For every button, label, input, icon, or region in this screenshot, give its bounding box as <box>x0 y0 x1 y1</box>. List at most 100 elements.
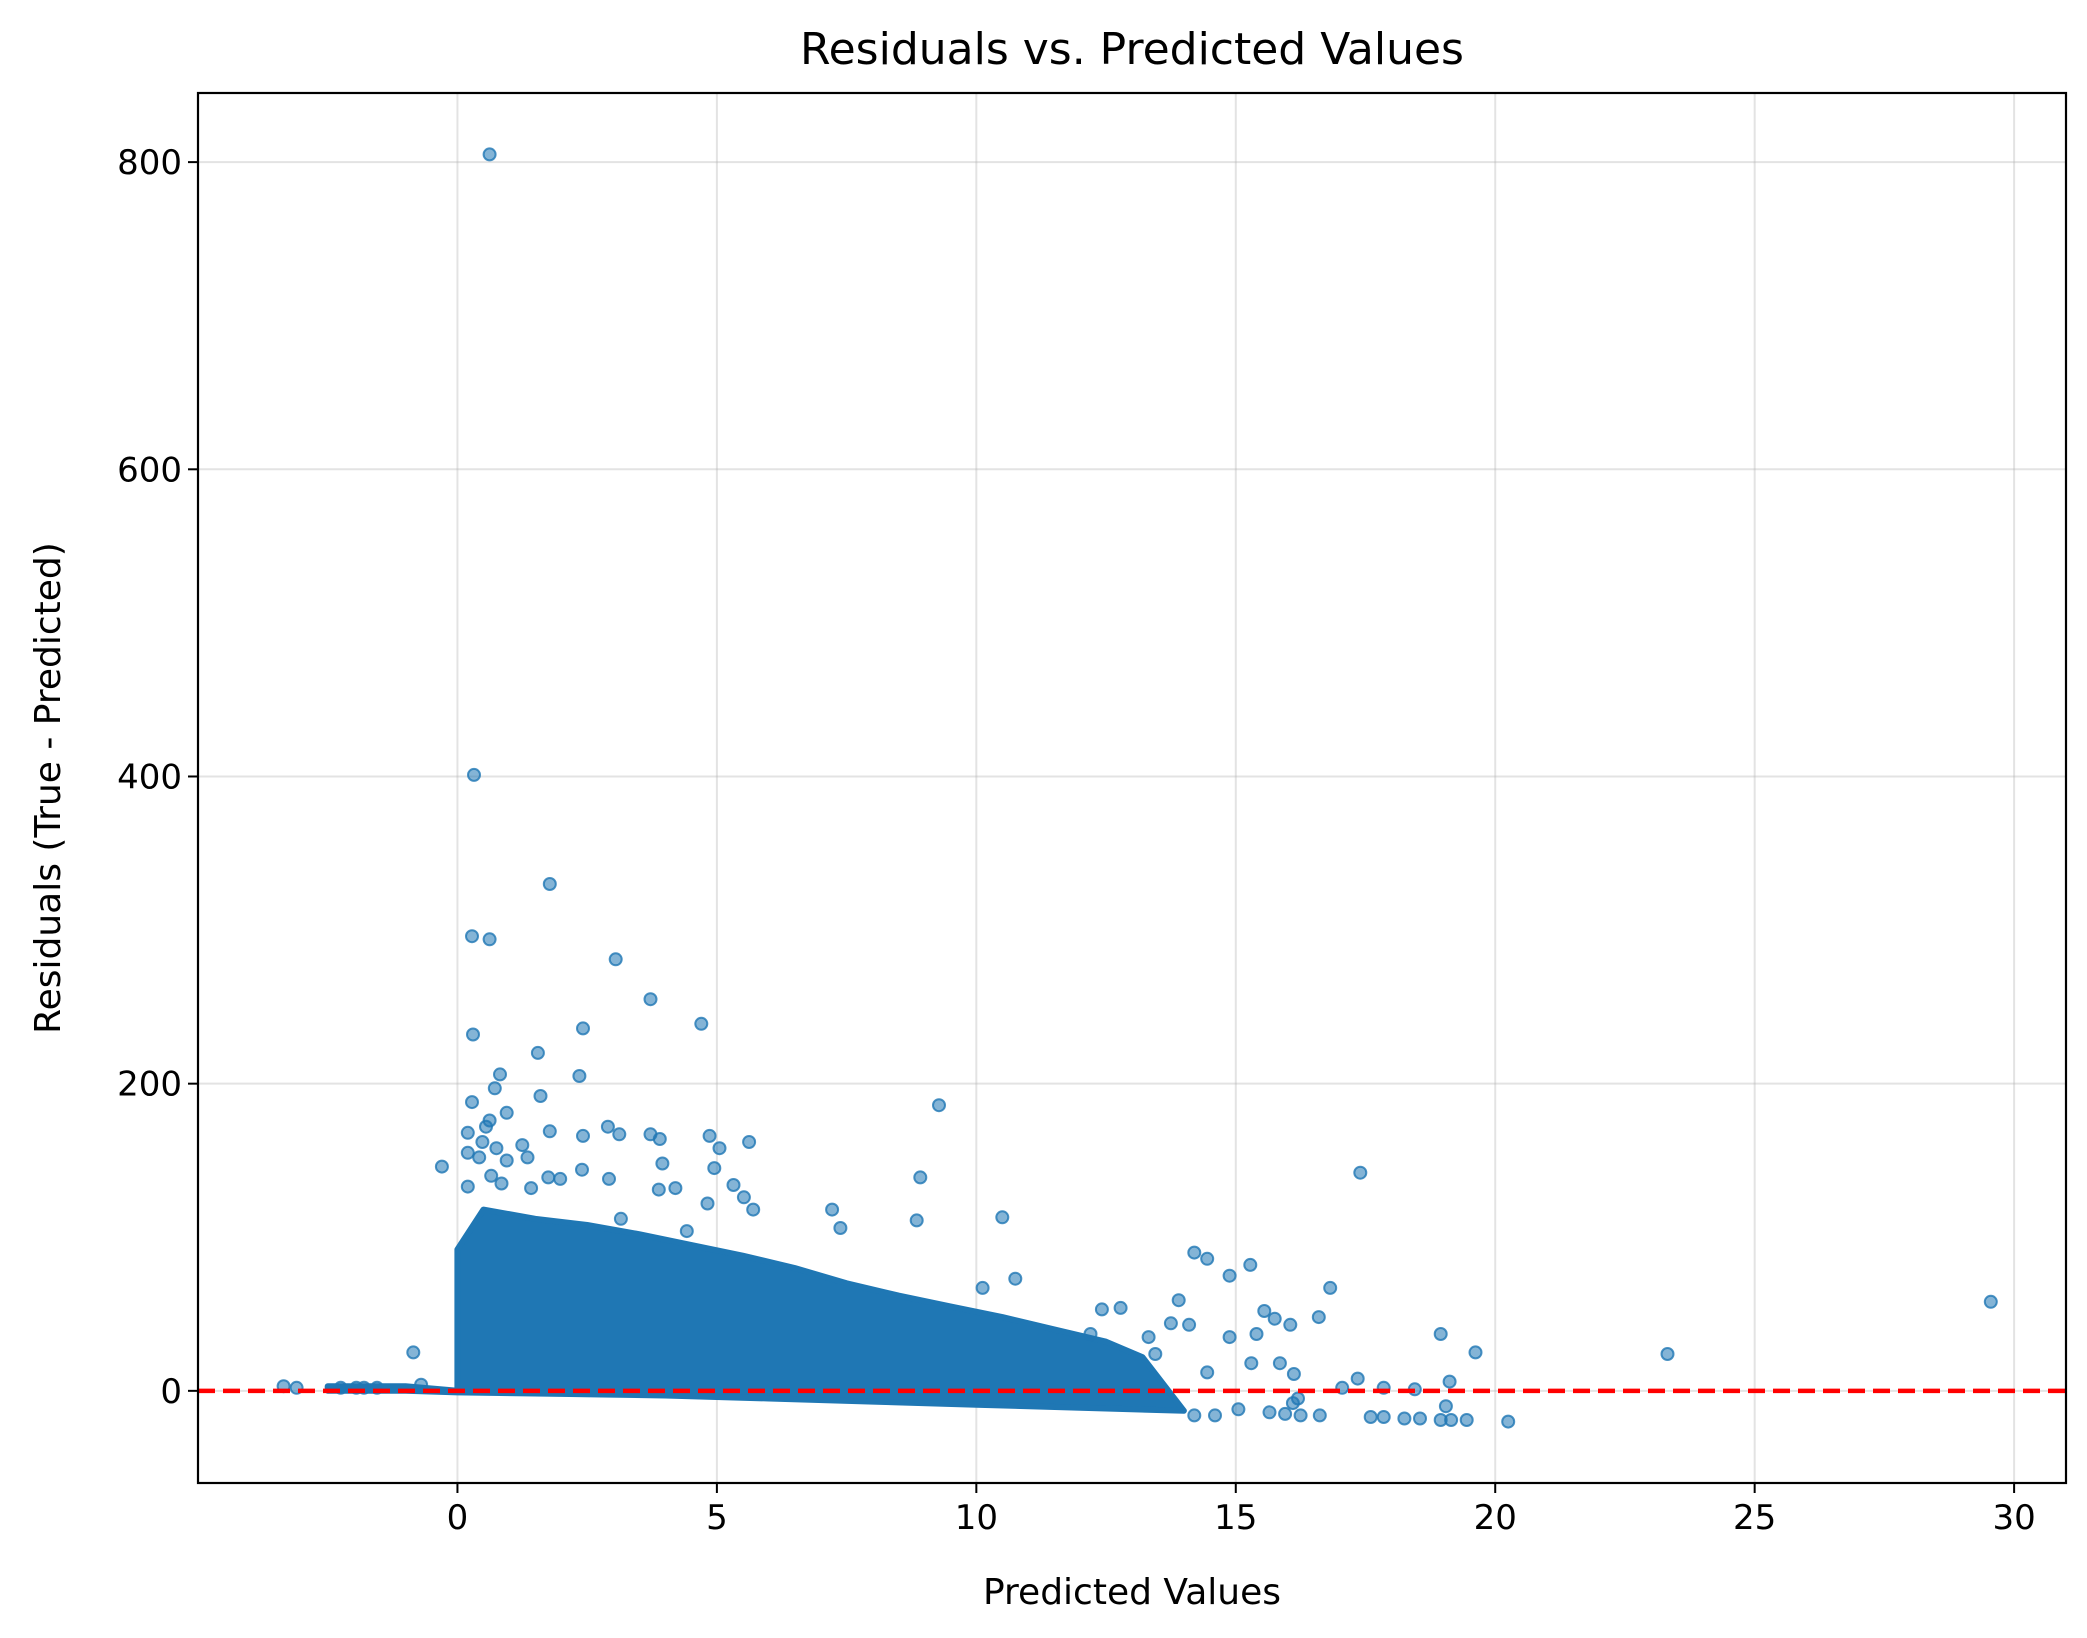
scatter-point <box>576 1021 590 1036</box>
scatter-point <box>1363 1410 1378 1424</box>
x-axis-ticks: 0 5 10 15 20 25 30 <box>447 1483 2036 1538</box>
scatter-points <box>276 147 1998 1429</box>
y-tick-label: 0 <box>160 1372 182 1412</box>
scatter-point <box>746 1202 761 1217</box>
scatter-point <box>1171 1293 1186 1308</box>
scatter-point <box>494 1176 509 1191</box>
scatter-point <box>1243 1257 1258 1272</box>
scatter-point <box>1208 1408 1222 1423</box>
y-axis-label: Residuals (True - Predicted) <box>28 542 69 1034</box>
scatter-point <box>1200 1251 1215 1266</box>
scatter-point <box>1231 1402 1246 1417</box>
scatter-point <box>576 1128 590 1143</box>
y-tick-label: 600 <box>117 450 182 490</box>
scatter-point <box>975 1280 990 1295</box>
scatter-point <box>530 1045 545 1060</box>
scatter-point <box>1459 1413 1474 1427</box>
scatter-point <box>1444 1413 1459 1427</box>
scatter-point <box>1222 1330 1237 1345</box>
scatter-point <box>460 1145 475 1160</box>
scatter-point <box>702 1128 717 1143</box>
scatter-point <box>406 1345 421 1360</box>
x-tick-label: 25 <box>1733 1498 1776 1538</box>
scatter-point <box>572 1069 587 1083</box>
scatter-point <box>482 147 497 162</box>
dense-cloud-region <box>324 1206 1187 1414</box>
scatter-point <box>1660 1347 1675 1361</box>
x-tick-label: 15 <box>1214 1498 1257 1538</box>
scatter-point <box>612 1127 627 1142</box>
scatter-point <box>726 1178 741 1192</box>
scatter-point <box>668 1181 683 1196</box>
scatter-point <box>515 1138 530 1153</box>
scatter-point <box>1272 1356 1287 1371</box>
scatter-point <box>1293 1408 1308 1423</box>
scatter-point <box>1083 1327 1098 1341</box>
scatter-point <box>493 1067 507 1082</box>
scatter-point <box>1501 1414 1516 1429</box>
scatter-point <box>909 1213 924 1228</box>
scatter-point <box>1376 1410 1391 1424</box>
scatter-point <box>1187 1408 1202 1423</box>
scatter-point <box>1148 1347 1163 1361</box>
scatter-point <box>541 1170 556 1185</box>
scatter-point <box>1286 1367 1301 1381</box>
scatter-point <box>679 1224 694 1239</box>
y-tick-label: 400 <box>117 757 182 797</box>
scatter-point <box>707 1161 722 1176</box>
scatter-point <box>475 1135 490 1149</box>
scatter-point <box>482 932 497 947</box>
scatter-point <box>700 1196 715 1211</box>
scatter-point <box>1262 1405 1277 1420</box>
x-tick-label: 20 <box>1474 1498 1517 1538</box>
scatter-point <box>600 1119 615 1134</box>
x-tick-label: 5 <box>706 1498 728 1538</box>
x-tick-label: 30 <box>1992 1498 2035 1538</box>
scatter-point <box>1442 1374 1457 1389</box>
scatter-point <box>1312 1408 1327 1423</box>
plot-frame <box>196 91 2068 1485</box>
scatter-point <box>1113 1300 1128 1315</box>
scatter-point <box>1200 1365 1215 1380</box>
chart-title: Residuals vs. Predicted Values <box>800 24 1464 75</box>
scatter-point <box>460 1125 475 1140</box>
scatter-point <box>414 1377 429 1392</box>
scatter-point <box>913 1170 928 1185</box>
scatter-point <box>1983 1294 1998 1309</box>
scatter-point <box>520 1150 535 1165</box>
scatter-point <box>1433 1327 1448 1341</box>
scatter-point <box>1163 1316 1178 1331</box>
scatter-point <box>1008 1271 1023 1286</box>
y-tick-label: 200 <box>117 1065 182 1105</box>
scatter-point <box>489 1141 504 1156</box>
scatter-point <box>1285 1396 1300 1411</box>
scatter-point <box>652 1132 667 1146</box>
scatter-point <box>1350 1371 1365 1386</box>
scatter-point <box>643 992 658 1007</box>
scatter-point <box>465 1095 479 1110</box>
scatter-point <box>1468 1345 1483 1360</box>
scatter-point <box>434 1159 449 1174</box>
scatter-point <box>499 1105 514 1120</box>
scatter-point <box>833 1221 848 1235</box>
scatter-point <box>1283 1317 1298 1332</box>
y-axis-ticks: 0 200 400 600 800 <box>117 143 198 1412</box>
scatter-point <box>1182 1317 1197 1332</box>
scatter-point <box>742 1135 757 1149</box>
scatter-point <box>465 929 479 944</box>
scatter-point <box>712 1141 727 1156</box>
scatter-point <box>613 1211 628 1226</box>
scatter-point <box>553 1171 568 1186</box>
scatter-point <box>1267 1311 1282 1326</box>
scatter-point <box>1278 1406 1293 1421</box>
scatter-point <box>484 1168 499 1183</box>
scatter-point <box>575 1162 589 1177</box>
scatter-point <box>542 877 557 891</box>
scatter-point <box>694 1016 709 1031</box>
x-axis-label: Predicted Values <box>983 1572 1281 1613</box>
dense-point-cloud <box>324 1206 1187 1414</box>
scatter-point <box>466 1027 480 1042</box>
scatter-point <box>460 1179 475 1194</box>
